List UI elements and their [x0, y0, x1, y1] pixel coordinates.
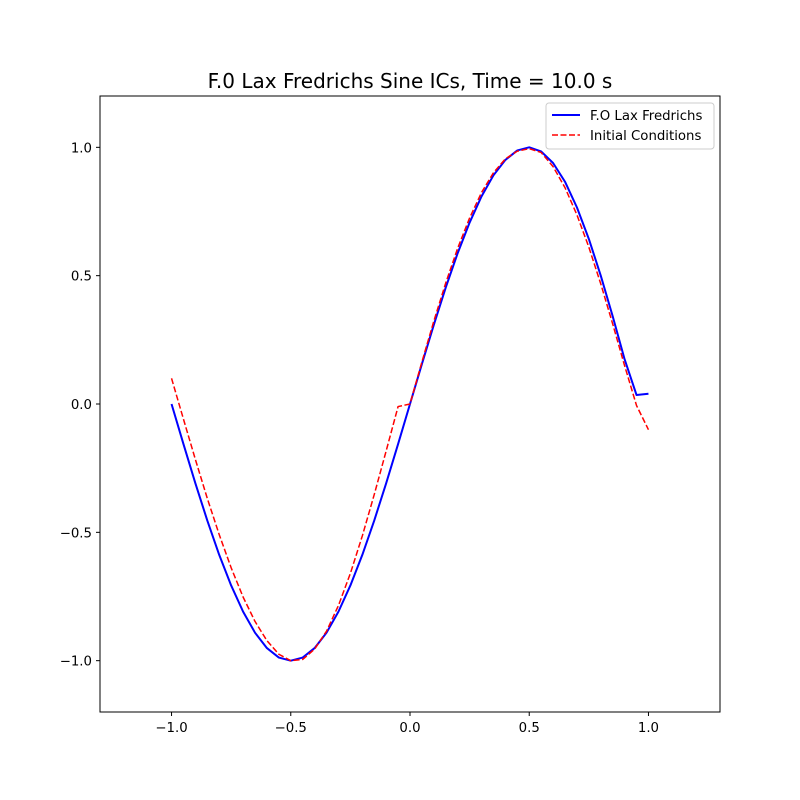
x-axis: −1.0 −0.5 0.0 0.5 1.0	[155, 712, 659, 736]
y-tick-label: 1.0	[71, 141, 92, 156]
legend-box	[545, 102, 715, 150]
chart-title: F.0 Lax Fredrichs Sine ICs, Time = 10.0 …	[208, 69, 613, 93]
y-tick-label: −0.5	[60, 526, 92, 541]
x-tick-label: 1.0	[638, 721, 659, 736]
series-layer	[170, 146, 650, 662]
y-tick-label: −1.0	[60, 655, 92, 670]
y-axis: −1.0 −0.5 0.0 0.5 1.0	[60, 141, 100, 670]
legend-label-0: F.O Lax Fredrichs	[590, 109, 702, 124]
x-tick-label: −1.0	[155, 721, 187, 736]
y-tick-label: 0.5	[71, 270, 92, 285]
x-tick-label: 0.0	[399, 721, 420, 736]
x-tick-label: −0.5	[275, 721, 307, 736]
x-tick-label: 0.5	[519, 721, 540, 736]
y-tick-label: 0.0	[71, 398, 92, 413]
legend-label-1: Initial Conditions	[590, 129, 701, 144]
legend: F.O Lax Fredrichs Initial Conditions	[545, 102, 715, 150]
series-line-1	[170, 147, 650, 662]
